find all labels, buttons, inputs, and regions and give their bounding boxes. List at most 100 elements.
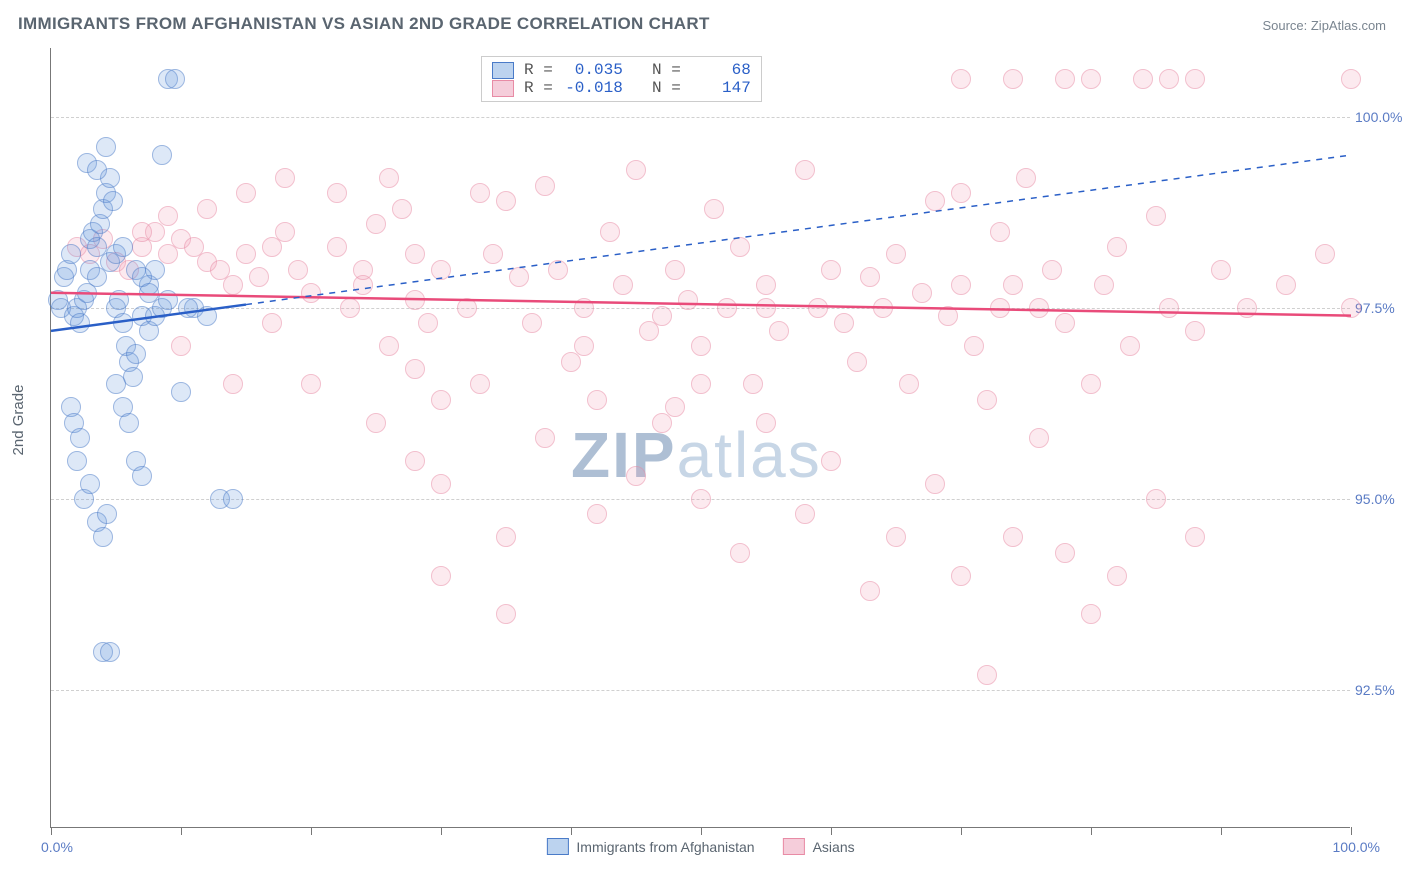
stat-r-label: R = [524,79,553,97]
gridline [51,690,1350,691]
stat-r-label: R = [524,61,553,79]
data-point [717,298,737,318]
data-point [152,145,172,165]
data-point [1315,244,1335,264]
data-point [470,374,490,394]
data-point [113,237,133,257]
x-tick-min: 0.0% [41,839,73,855]
data-point [470,183,490,203]
data-point [366,413,386,433]
data-point [795,160,815,180]
data-point [548,260,568,280]
data-point [743,374,763,394]
data-point [626,466,646,486]
data-point [132,466,152,486]
y-tick-label: 95.0% [1355,491,1406,507]
x-tick [1091,827,1092,835]
data-point [678,290,698,310]
stats-legend: R = 0.035 N = 68 R = -0.018 N = 147 [481,56,762,102]
data-point [197,306,217,326]
data-point [587,390,607,410]
data-point [197,199,217,219]
x-tick [51,827,52,835]
data-point [1081,604,1101,624]
data-point [418,313,438,333]
data-point [886,244,906,264]
data-point [1159,69,1179,89]
data-point [730,237,750,257]
data-point [327,237,347,257]
data-point [431,260,451,280]
data-point [171,336,191,356]
data-point [1055,543,1075,563]
stat-r-value-1: -0.018 [563,79,623,97]
data-point [600,222,620,242]
data-point [70,428,90,448]
watermark: ZIPatlas [571,418,822,492]
data-point [70,313,90,333]
data-point [977,665,997,685]
data-point [925,474,945,494]
data-point [236,183,256,203]
data-point [1159,298,1179,318]
data-point [587,504,607,524]
legend-item-0: Immigrants from Afghanistan [546,838,754,855]
data-point [249,267,269,287]
data-point [808,298,828,318]
data-point [1016,168,1036,188]
data-point [301,283,321,303]
data-point [1029,428,1049,448]
data-point [574,298,594,318]
y-axis-label: 2nd Grade [10,385,27,456]
stat-r-value-0: 0.035 [563,61,623,79]
data-point [1094,275,1114,295]
stats-row-series-0: R = 0.035 N = 68 [492,61,751,79]
data-point [704,199,724,219]
trend-lines [51,48,1351,828]
stats-row-series-1: R = -0.018 N = 147 [492,79,751,97]
data-point [275,222,295,242]
data-point [574,336,594,356]
data-point [1276,275,1296,295]
data-point [340,298,360,318]
data-point [1081,69,1101,89]
data-point [860,581,880,601]
chart-title: IMMIGRANTS FROM AFGHANISTAN VS ASIAN 2ND… [18,14,710,34]
data-point [132,222,152,242]
data-point [327,183,347,203]
x-tick [1221,827,1222,835]
data-point [67,451,87,471]
data-point [990,222,1010,242]
data-point [405,451,425,471]
data-point [769,321,789,341]
data-point [1055,313,1075,333]
x-tick [961,827,962,835]
data-point [113,313,133,333]
data-point [288,260,308,280]
data-point [103,191,123,211]
data-point [379,168,399,188]
gridline [51,308,1350,309]
data-point [1120,336,1140,356]
data-point [730,543,750,563]
data-point [1185,321,1205,341]
data-point [431,474,451,494]
data-point [535,176,555,196]
y-tick-label: 100.0% [1355,109,1406,125]
data-point [756,298,776,318]
data-point [392,199,412,219]
stat-n-label: N = [633,79,681,97]
data-point [119,413,139,433]
data-point [93,527,113,547]
data-point [223,374,243,394]
data-point [990,298,1010,318]
data-point [613,275,633,295]
data-point [951,275,971,295]
data-point [1055,69,1075,89]
data-point [158,206,178,226]
data-point [405,359,425,379]
data-point [87,160,107,180]
legend-label-1: Asians [813,839,855,855]
data-point [301,374,321,394]
data-point [626,160,646,180]
